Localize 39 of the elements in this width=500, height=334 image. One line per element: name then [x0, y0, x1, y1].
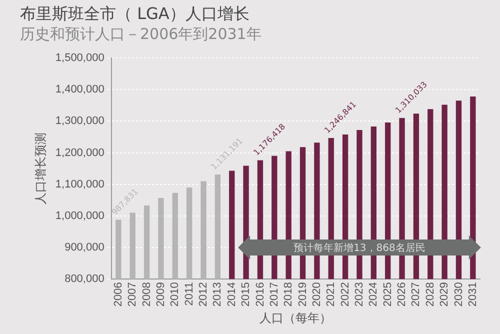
x-tick-label: 2030: [452, 282, 465, 307]
y-tick-label: 1,200,000: [55, 146, 104, 159]
x-tick-label: 2026: [396, 282, 408, 307]
x-tick-label: 2013: [212, 282, 224, 307]
y-axis-title: 人口增长预测: [34, 132, 48, 205]
x-tick-label: 2029: [438, 282, 451, 307]
x-tick-label: 2014: [226, 282, 238, 307]
x-tick-label: 2007: [126, 282, 139, 307]
x-tick-label: 2017: [268, 282, 280, 307]
x-tick-label: 2020: [310, 282, 323, 307]
x-tick-label: 2027: [410, 282, 422, 307]
x-tick-label: 2010: [169, 282, 182, 307]
y-tick-label: 1,500,000: [55, 52, 104, 64]
x-tick-label: 2012: [198, 282, 210, 307]
y-tick-label: 1,300,000: [55, 115, 104, 128]
y-tick-label: 1,400,000: [55, 84, 104, 96]
x-tick-label: 2022: [339, 282, 352, 307]
y-tick-label: 1,100,000: [55, 178, 104, 190]
x-tick-label: 2006: [112, 282, 124, 307]
x-tick-label: 2011: [183, 282, 196, 306]
chart-subtitle: 历史和预计人口－2006年到2031年: [20, 25, 262, 44]
x-tick-label: 2018: [282, 282, 295, 307]
x-tick-label: 2015: [240, 282, 252, 307]
x-tick-label: 2008: [140, 282, 153, 307]
chart-title: 布里斯班全市（ LGA）人口增长: [20, 4, 250, 25]
y-tick-label: 900,000: [64, 242, 104, 254]
x-tick-label: 2031: [466, 282, 479, 307]
x-tick-label: 2019: [296, 282, 309, 307]
x-tick-label: 2023: [354, 282, 366, 307]
y-tick-label: 1,000,000: [55, 210, 104, 222]
x-tick-label: 2009: [154, 282, 167, 307]
x-tick-label: 2016: [254, 282, 266, 307]
x-tick-label: 2024: [368, 282, 380, 307]
x-tick-label: 2025: [382, 282, 394, 307]
annotation: 预计每年新增13，868名居民: [294, 242, 426, 255]
x-tick-label: 2021: [325, 282, 338, 307]
y-tick-label: 800,000: [64, 273, 104, 286]
x-axis-title: 人口（每年）: [260, 311, 332, 326]
x-tick-label: 2028: [424, 282, 436, 307]
